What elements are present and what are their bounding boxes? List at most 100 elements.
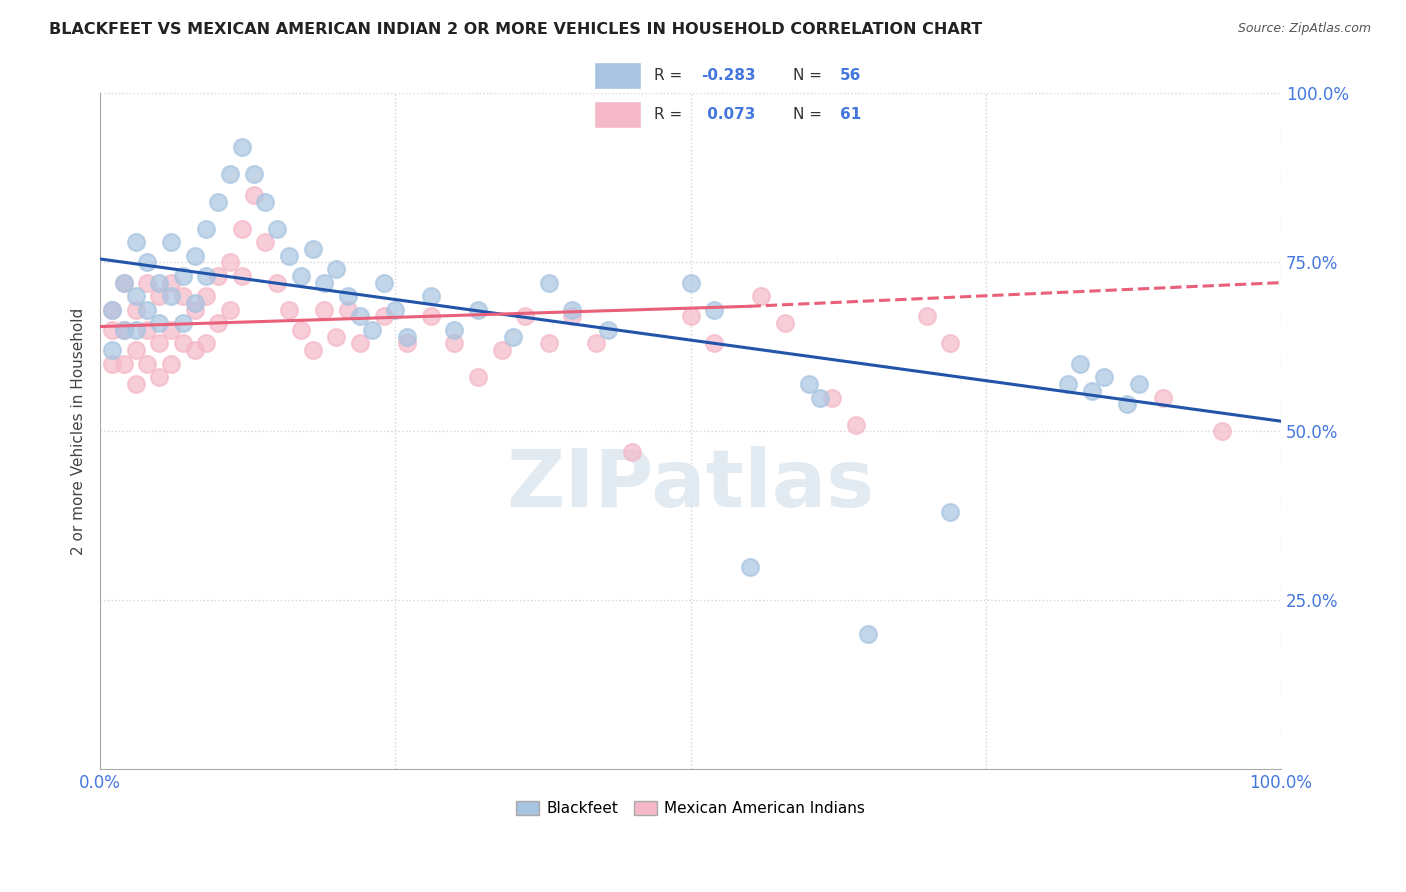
- Blackfeet: [101, 343, 124, 358]
- Blackfeet: [195, 221, 218, 235]
- Mexican American Indians: [1152, 391, 1174, 405]
- Bar: [593, 62, 641, 89]
- Mexican American Indians: [219, 302, 242, 317]
- Mexican American Indians: [112, 357, 135, 371]
- Blackfeet: [738, 559, 761, 574]
- Blackfeet: [337, 289, 360, 303]
- Text: N =: N =: [793, 107, 827, 122]
- Blackfeet: [1081, 384, 1104, 398]
- Mexican American Indians: [254, 235, 277, 249]
- Legend: Blackfeet, Mexican American Indians: Blackfeet, Mexican American Indians: [510, 795, 872, 822]
- Blackfeet: [561, 302, 583, 317]
- Blackfeet: [112, 276, 135, 290]
- Mexican American Indians: [136, 323, 159, 337]
- Mexican American Indians: [679, 310, 702, 324]
- Mexican American Indians: [301, 343, 323, 358]
- Mexican American Indians: [124, 343, 146, 358]
- Blackfeet: [219, 168, 242, 182]
- Blackfeet: [278, 249, 301, 263]
- Blackfeet: [856, 627, 879, 641]
- Blackfeet: [148, 316, 170, 330]
- Blackfeet: [797, 377, 820, 392]
- Mexican American Indians: [101, 302, 124, 317]
- Mexican American Indians: [703, 336, 725, 351]
- Mexican American Indians: [148, 370, 170, 384]
- Text: -0.283: -0.283: [702, 68, 756, 83]
- Mexican American Indians: [491, 343, 513, 358]
- Text: R =: R =: [654, 107, 688, 122]
- Blackfeet: [160, 235, 183, 249]
- Mexican American Indians: [467, 370, 489, 384]
- Mexican American Indians: [148, 336, 170, 351]
- Blackfeet: [242, 168, 264, 182]
- Blackfeet: [1092, 370, 1115, 384]
- Blackfeet: [136, 302, 159, 317]
- Blackfeet: [136, 255, 159, 269]
- Text: N =: N =: [793, 68, 827, 83]
- Y-axis label: 2 or more Vehicles in Household: 2 or more Vehicles in Household: [72, 308, 86, 555]
- Mexican American Indians: [515, 310, 537, 324]
- Blackfeet: [1116, 397, 1139, 411]
- Blackfeet: [325, 262, 347, 277]
- Mexican American Indians: [207, 268, 229, 283]
- Blackfeet: [124, 235, 146, 249]
- Mexican American Indians: [939, 336, 962, 351]
- Blackfeet: [172, 316, 194, 330]
- Mexican American Indians: [207, 316, 229, 330]
- Blackfeet: [148, 276, 170, 290]
- Blackfeet: [266, 221, 288, 235]
- Mexican American Indians: [195, 289, 218, 303]
- Blackfeet: [467, 302, 489, 317]
- Mexican American Indians: [112, 323, 135, 337]
- Mexican American Indians: [124, 302, 146, 317]
- Blackfeet: [679, 276, 702, 290]
- Blackfeet: [160, 289, 183, 303]
- Text: Source: ZipAtlas.com: Source: ZipAtlas.com: [1237, 22, 1371, 36]
- Blackfeet: [349, 310, 371, 324]
- Mexican American Indians: [219, 255, 242, 269]
- Mexican American Indians: [266, 276, 288, 290]
- Mexican American Indians: [195, 336, 218, 351]
- Mexican American Indians: [290, 323, 312, 337]
- Mexican American Indians: [160, 276, 183, 290]
- Mexican American Indians: [751, 289, 773, 303]
- Blackfeet: [703, 302, 725, 317]
- Blackfeet: [290, 268, 312, 283]
- Mexican American Indians: [419, 310, 441, 324]
- Bar: [593, 101, 641, 128]
- Mexican American Indians: [183, 302, 205, 317]
- Mexican American Indians: [314, 302, 336, 317]
- Mexican American Indians: [172, 336, 194, 351]
- Mexican American Indians: [585, 336, 607, 351]
- Mexican American Indians: [325, 329, 347, 343]
- Mexican American Indians: [101, 357, 124, 371]
- Mexican American Indians: [1211, 425, 1233, 439]
- Blackfeet: [419, 289, 441, 303]
- Blackfeet: [101, 302, 124, 317]
- Blackfeet: [301, 242, 323, 256]
- Mexican American Indians: [396, 336, 419, 351]
- Mexican American Indians: [231, 221, 253, 235]
- Blackfeet: [112, 323, 135, 337]
- Mexican American Indians: [160, 323, 183, 337]
- Blackfeet: [1069, 357, 1091, 371]
- Text: 56: 56: [839, 68, 862, 83]
- Blackfeet: [207, 194, 229, 209]
- Mexican American Indians: [183, 343, 205, 358]
- Mexican American Indians: [231, 268, 253, 283]
- Blackfeet: [596, 323, 619, 337]
- Text: R =: R =: [654, 68, 688, 83]
- Mexican American Indians: [373, 310, 395, 324]
- Mexican American Indians: [242, 187, 264, 202]
- Blackfeet: [231, 140, 253, 154]
- Mexican American Indians: [443, 336, 465, 351]
- Mexican American Indians: [537, 336, 560, 351]
- Mexican American Indians: [101, 323, 124, 337]
- Mexican American Indians: [620, 444, 643, 458]
- Mexican American Indians: [915, 310, 938, 324]
- Blackfeet: [124, 323, 146, 337]
- Blackfeet: [373, 276, 395, 290]
- Blackfeet: [443, 323, 465, 337]
- Mexican American Indians: [821, 391, 844, 405]
- Mexican American Indians: [124, 377, 146, 392]
